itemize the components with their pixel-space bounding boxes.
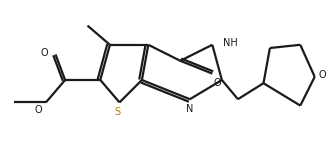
Text: O: O [41,48,48,58]
Text: S: S [115,107,121,117]
Text: NH: NH [222,38,237,48]
Text: O: O [34,105,42,115]
Text: O: O [213,78,221,88]
Text: N: N [186,104,194,114]
Text: O: O [319,70,327,80]
